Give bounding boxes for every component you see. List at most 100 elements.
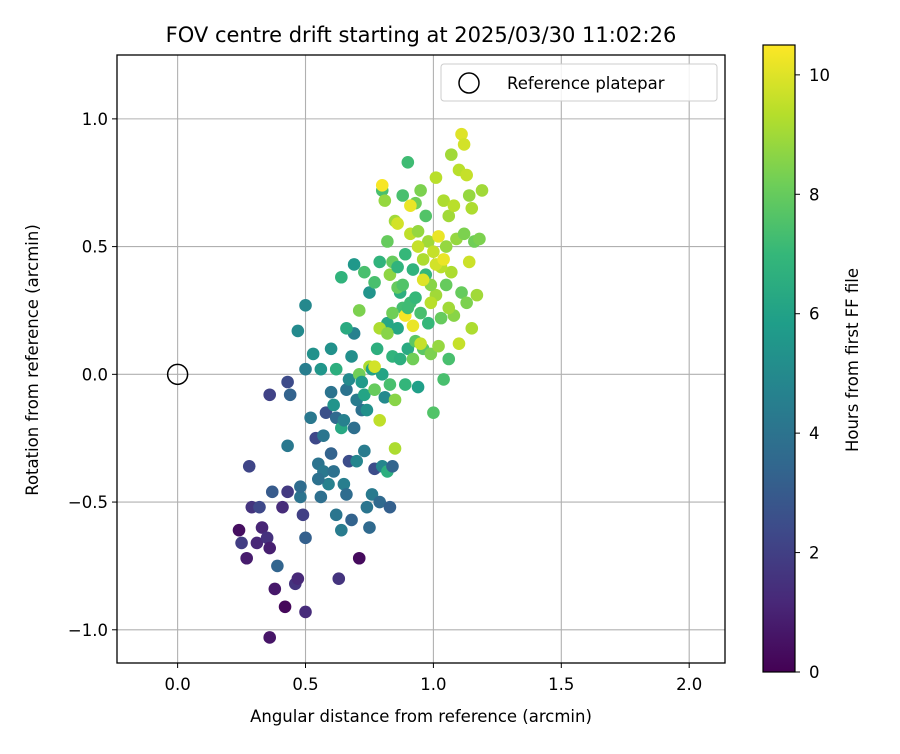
y-axis-label: Rotation from reference (arcmin) xyxy=(23,224,42,496)
data-point xyxy=(360,403,374,417)
x-tick-label: 0.0 xyxy=(164,675,190,694)
data-point xyxy=(332,572,346,585)
x-tick-label: 2.0 xyxy=(676,675,702,694)
data-point xyxy=(283,388,297,402)
data-point xyxy=(421,235,435,248)
legend-box xyxy=(440,63,718,102)
data-point xyxy=(263,541,277,555)
data-point xyxy=(375,178,389,192)
data-point xyxy=(347,421,361,435)
data-point xyxy=(299,605,312,619)
colorbar-tick-label: 4 xyxy=(809,424,820,443)
data-point xyxy=(383,378,397,391)
data-point xyxy=(445,148,458,161)
colorbar-tick-label: 0 xyxy=(809,663,820,682)
data-point xyxy=(358,265,371,279)
colorbar: Hours from first FF file 0 2 4 6 8 10 xyxy=(762,44,862,682)
colorbar-tick-label: 2 xyxy=(809,544,820,563)
data-point xyxy=(383,500,397,514)
data-point xyxy=(424,347,438,361)
data-point xyxy=(324,385,338,399)
data-point xyxy=(401,301,415,315)
data-point xyxy=(457,138,471,151)
x-tick-label: 1.0 xyxy=(420,675,446,694)
data-point xyxy=(358,444,371,458)
data-point xyxy=(470,288,484,302)
data-point xyxy=(255,521,269,534)
y-tick-label: −0.5 xyxy=(68,493,108,512)
data-point xyxy=(473,232,486,246)
data-point xyxy=(442,301,456,315)
data-point xyxy=(291,324,305,338)
data-point xyxy=(462,189,476,202)
legend: Reference platepar xyxy=(440,63,718,102)
data-point xyxy=(414,184,427,197)
data-points xyxy=(232,127,489,644)
data-point xyxy=(365,488,379,501)
chart-title: FOV centre drift starting at 2025/03/30 … xyxy=(166,23,677,47)
data-point xyxy=(462,255,476,269)
y-tick-label: 0.0 xyxy=(82,365,108,384)
data-point xyxy=(386,306,399,320)
data-point xyxy=(352,304,366,317)
data-point xyxy=(442,352,456,366)
data-point xyxy=(299,299,312,312)
data-point xyxy=(396,278,410,292)
data-point xyxy=(378,391,392,404)
data-point xyxy=(304,411,317,425)
data-point xyxy=(327,398,340,412)
legend-reference-label: Reference platepar xyxy=(507,74,665,93)
data-point xyxy=(393,352,407,366)
data-point xyxy=(368,383,381,396)
data-point xyxy=(281,375,294,389)
data-point xyxy=(416,273,430,287)
data-point xyxy=(235,536,248,550)
data-point xyxy=(306,347,320,361)
data-point xyxy=(242,459,256,473)
data-point xyxy=(345,350,358,363)
data-point xyxy=(370,342,384,356)
reference-point xyxy=(166,363,189,386)
data-point xyxy=(432,339,445,353)
reference-layer xyxy=(166,363,189,386)
data-point xyxy=(411,240,425,253)
data-point xyxy=(342,373,356,386)
data-point xyxy=(406,319,420,333)
data-point xyxy=(347,258,361,271)
data-point xyxy=(465,322,479,335)
legend-reference-marker xyxy=(458,72,480,94)
x-tick-label: 0.5 xyxy=(292,675,318,694)
data-point xyxy=(294,480,307,494)
data-point xyxy=(329,508,343,522)
data-point xyxy=(434,311,448,325)
data-point xyxy=(263,631,277,644)
data-point xyxy=(327,465,340,478)
data-point xyxy=(253,500,266,514)
data-point xyxy=(373,255,386,269)
data-point xyxy=(314,490,328,504)
data-point xyxy=(421,316,435,330)
data-point xyxy=(296,508,310,522)
data-point xyxy=(291,572,305,585)
data-point xyxy=(391,217,404,230)
data-point xyxy=(414,337,427,350)
data-point xyxy=(427,245,440,259)
y-tick-label: 1.0 xyxy=(82,110,108,129)
grid-lines xyxy=(117,55,725,663)
data-point xyxy=(358,388,371,402)
data-point xyxy=(329,362,343,376)
data-point xyxy=(455,286,468,299)
data-point xyxy=(368,276,381,289)
data-point xyxy=(373,414,386,427)
data-point xyxy=(363,521,376,534)
data-point xyxy=(429,171,443,184)
x-axis-label: Angular distance from reference (arcmin) xyxy=(250,707,592,726)
data-point xyxy=(396,189,410,202)
data-point xyxy=(373,495,386,509)
data-point xyxy=(411,380,425,394)
data-point xyxy=(386,459,399,473)
data-point xyxy=(345,513,358,527)
data-point xyxy=(324,342,338,356)
